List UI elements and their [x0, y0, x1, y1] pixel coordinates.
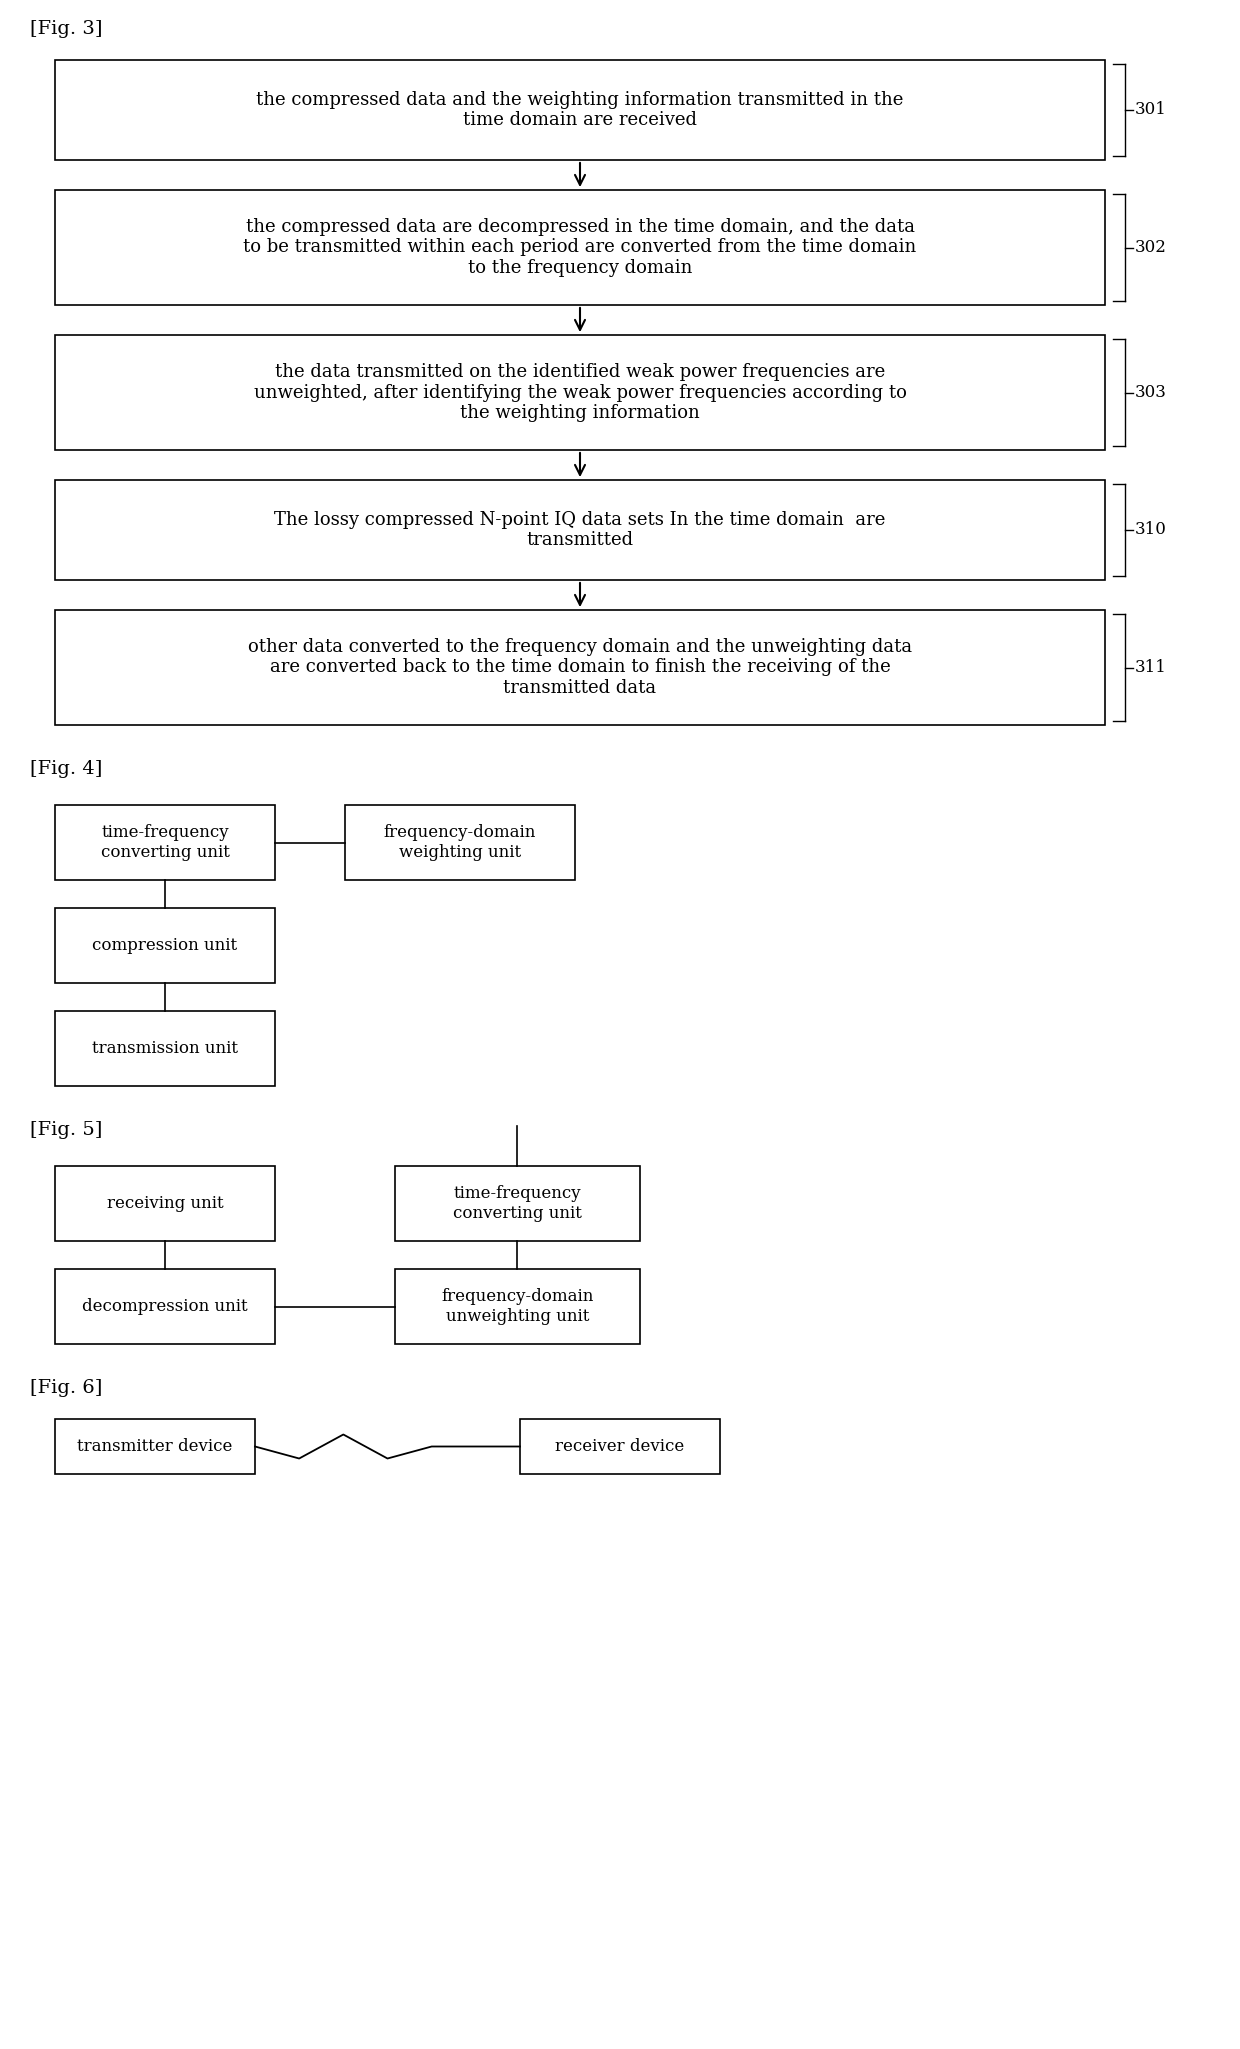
- Text: 301: 301: [1135, 102, 1167, 119]
- Text: time-frequency
converting unit: time-frequency converting unit: [100, 824, 229, 861]
- Text: [Fig. 5]: [Fig. 5]: [30, 1121, 103, 1139]
- Text: transmitter device: transmitter device: [77, 1438, 233, 1455]
- Bar: [55, 908, 275, 984]
- Text: [Fig. 3]: [Fig. 3]: [30, 20, 103, 39]
- Bar: [396, 1268, 640, 1344]
- Text: the compressed data and the weighting information transmitted in the
time domain: the compressed data and the weighting in…: [257, 90, 904, 129]
- Text: frequency-domain
unweighting unit: frequency-domain unweighting unit: [441, 1289, 594, 1326]
- Text: time-frequency
converting unit: time-frequency converting unit: [453, 1184, 582, 1221]
- Text: 303: 303: [1135, 383, 1167, 402]
- Bar: [55, 1420, 255, 1473]
- Bar: [520, 1420, 720, 1473]
- Text: receiving unit: receiving unit: [107, 1195, 223, 1213]
- Text: 310: 310: [1135, 522, 1167, 539]
- Text: [Fig. 6]: [Fig. 6]: [30, 1379, 103, 1397]
- Bar: [345, 805, 575, 879]
- Bar: [55, 59, 1105, 160]
- Text: 311: 311: [1135, 660, 1167, 676]
- Text: compression unit: compression unit: [93, 936, 238, 955]
- Text: [Fig. 4]: [Fig. 4]: [30, 760, 103, 779]
- Text: 302: 302: [1135, 240, 1167, 256]
- Bar: [396, 1166, 640, 1242]
- Bar: [55, 479, 1105, 580]
- Bar: [55, 334, 1105, 451]
- Text: the data transmitted on the identified weak power frequencies are
unweighted, af: the data transmitted on the identified w…: [253, 363, 906, 422]
- Text: other data converted to the frequency domain and the unweighting data
are conver: other data converted to the frequency do…: [248, 637, 913, 697]
- Bar: [55, 805, 275, 879]
- Bar: [55, 1010, 275, 1086]
- Text: The lossy compressed N-point IQ data sets In the time domain  are
transmitted: The lossy compressed N-point IQ data set…: [274, 510, 885, 549]
- Text: decompression unit: decompression unit: [82, 1297, 248, 1315]
- Bar: [55, 1268, 275, 1344]
- Bar: [55, 191, 1105, 305]
- Text: transmission unit: transmission unit: [92, 1041, 238, 1057]
- Text: receiver device: receiver device: [556, 1438, 684, 1455]
- Text: frequency-domain
weighting unit: frequency-domain weighting unit: [384, 824, 536, 861]
- Text: the compressed data are decompressed in the time domain, and the data
to be tran: the compressed data are decompressed in …: [243, 217, 916, 277]
- Bar: [55, 611, 1105, 725]
- Bar: [55, 1166, 275, 1242]
